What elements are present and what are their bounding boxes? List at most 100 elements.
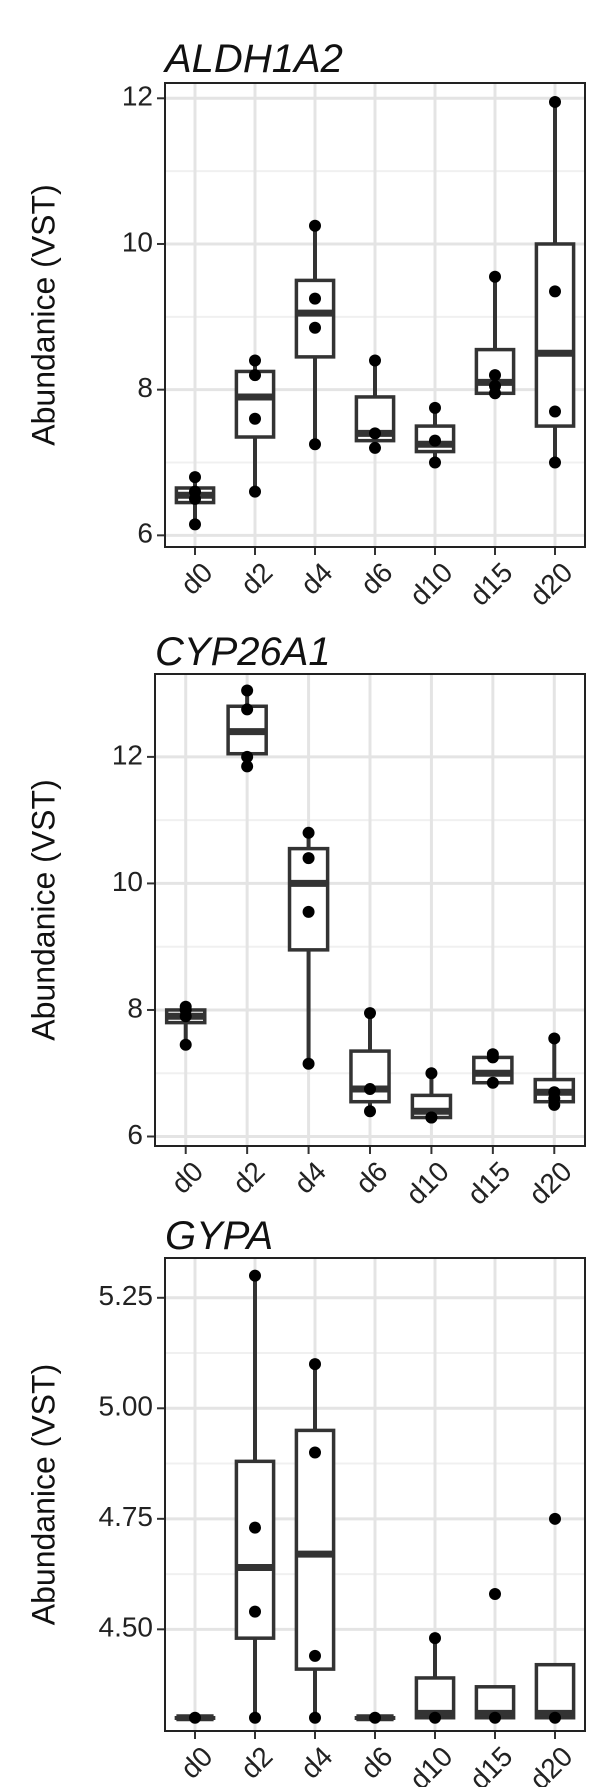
x-tick-label: d2 — [235, 1741, 279, 1785]
y-tick-label: 6 — [137, 518, 153, 549]
x-tick-label: d0 — [165, 1156, 209, 1200]
point — [189, 471, 201, 484]
point — [241, 750, 254, 763]
x-tick-label: d6 — [350, 1156, 394, 1200]
point — [486, 1048, 499, 1061]
point — [369, 1711, 381, 1724]
y-tick-label: 8 — [127, 992, 143, 1023]
y-tick-label: 12 — [112, 739, 143, 770]
x-tick-label: d2 — [227, 1156, 271, 1200]
point — [549, 1711, 561, 1724]
x-tick-label: d20 — [524, 1741, 579, 1787]
box — [534, 1662, 576, 1720]
point — [489, 380, 501, 393]
y-axis-label: Abundanice (VST) — [25, 1364, 61, 1625]
point — [549, 456, 561, 469]
point — [548, 1032, 561, 1045]
chart-title: GYPA — [165, 1214, 273, 1258]
point — [425, 1111, 438, 1124]
point — [429, 1632, 441, 1645]
point — [364, 1007, 376, 1020]
point — [549, 285, 561, 298]
y-axis-label: Abundanice (VST) — [25, 779, 61, 1040]
y-tick-label: 4.50 — [99, 1612, 154, 1643]
point — [241, 760, 254, 773]
point — [302, 1057, 315, 1070]
point — [549, 1512, 561, 1525]
point — [249, 1269, 261, 1282]
point — [489, 1711, 501, 1724]
x-tick-label: d20 — [523, 1156, 578, 1211]
box — [294, 278, 336, 359]
chart-title: ALDH1A2 — [163, 37, 343, 81]
point — [369, 441, 381, 454]
x-tick-label: d15 — [461, 1156, 516, 1211]
y-tick-label: 4.75 — [99, 1501, 154, 1532]
x-tick-label: d2 — [235, 557, 279, 601]
point — [309, 1358, 321, 1371]
y-tick-label: 10 — [112, 866, 143, 897]
point — [302, 826, 315, 839]
point — [549, 405, 561, 418]
box — [287, 846, 330, 952]
point — [489, 1587, 501, 1600]
point — [364, 1083, 376, 1096]
point — [249, 1521, 261, 1534]
x-tick-label: d4 — [295, 1741, 339, 1785]
point — [309, 219, 321, 232]
point — [309, 321, 321, 334]
y-tick-label: 5.25 — [99, 1280, 154, 1311]
box — [234, 369, 276, 439]
x-tick-label: d6 — [355, 1741, 399, 1785]
x-tick-label: d4 — [295, 557, 339, 601]
point — [249, 1711, 261, 1724]
point — [241, 703, 254, 716]
point — [309, 292, 321, 305]
box — [234, 1459, 276, 1640]
point — [179, 1000, 192, 1013]
point — [309, 438, 321, 451]
point — [369, 354, 381, 367]
y-tick-label: 10 — [122, 226, 153, 257]
point — [189, 518, 201, 531]
point — [249, 369, 261, 382]
point — [489, 270, 501, 283]
box — [534, 242, 576, 428]
x-tick-label: d10 — [404, 1741, 459, 1787]
panel-border — [164, 1257, 586, 1732]
point — [179, 1038, 192, 1051]
x-tick-label: d10 — [404, 557, 459, 612]
x-tick-label: d0 — [175, 557, 219, 601]
x-tick-label: d15 — [464, 1741, 519, 1787]
x-tick-label: d6 — [355, 557, 399, 601]
point — [486, 1076, 499, 1089]
point — [425, 1067, 438, 1080]
point — [549, 95, 561, 108]
x-tick-label: d0 — [175, 1741, 219, 1785]
panel-border — [154, 673, 586, 1147]
point — [548, 1086, 561, 1099]
x-tick-label: d10 — [400, 1156, 455, 1211]
point — [364, 1105, 376, 1118]
x-tick-label: d20 — [524, 557, 579, 612]
point — [429, 1711, 441, 1724]
y-tick-label: 6 — [127, 1119, 143, 1150]
point — [249, 354, 261, 367]
point — [249, 1605, 261, 1618]
point — [302, 852, 315, 865]
y-tick-label: 5.00 — [99, 1391, 154, 1422]
panel-border — [164, 82, 586, 548]
point — [249, 485, 261, 498]
chart-title: CYP26A1 — [155, 630, 331, 674]
point — [189, 485, 201, 498]
point — [369, 427, 381, 440]
point — [429, 401, 441, 414]
y-tick-label: 8 — [137, 372, 153, 403]
y-axis-label: Abundanice (VST) — [25, 184, 61, 445]
point — [429, 434, 441, 447]
point — [241, 684, 254, 697]
point — [189, 1711, 201, 1724]
x-tick-label: d15 — [464, 557, 519, 612]
point — [309, 1446, 321, 1459]
box — [294, 1428, 336, 1671]
